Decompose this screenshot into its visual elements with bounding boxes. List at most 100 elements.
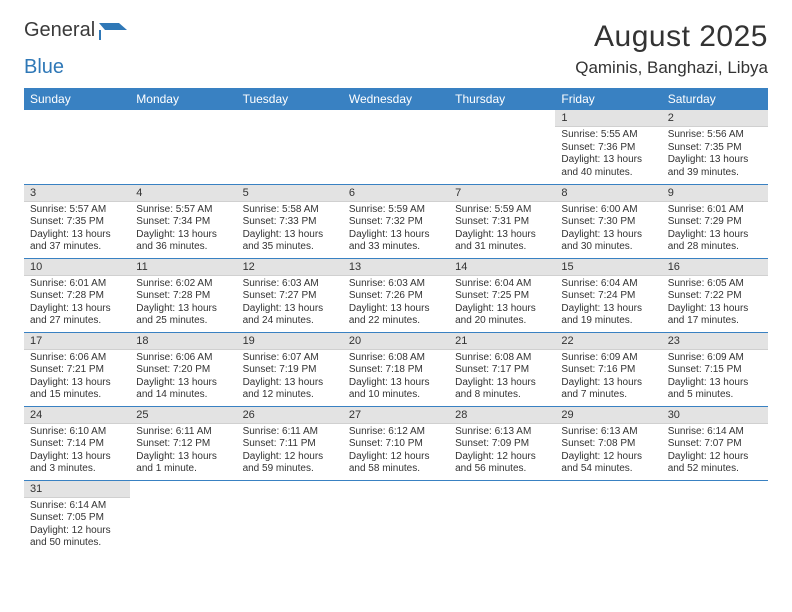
calendar-week: 31Sunrise: 6:14 AMSunset: 7:05 PMDayligh… [24,480,768,554]
daylight-text-2: and 8 minutes. [455,389,549,402]
day-number: 24 [24,407,130,424]
calendar-week: 17Sunrise: 6:06 AMSunset: 7:21 PMDayligh… [24,332,768,406]
daylight-text-1: Daylight: 12 hours [30,525,124,538]
day-number: 16 [662,259,768,276]
daylight-text-2: and 31 minutes. [455,241,549,254]
calendar-cell: 11Sunrise: 6:02 AMSunset: 7:28 PMDayligh… [130,258,236,332]
day-number: 17 [24,333,130,350]
day-details: Sunrise: 6:09 AMSunset: 7:15 PMDaylight:… [662,350,768,406]
daylight-text-1: Daylight: 13 hours [243,303,337,316]
calendar-cell: 18Sunrise: 6:06 AMSunset: 7:20 PMDayligh… [130,332,236,406]
sunrise-text: Sunrise: 5:59 AM [349,204,443,217]
day-details: Sunrise: 6:13 AMSunset: 7:08 PMDaylight:… [555,424,661,480]
day-details: Sunrise: 5:57 AMSunset: 7:34 PMDaylight:… [130,202,236,258]
day-number: 2 [662,110,768,127]
sunrise-text: Sunrise: 6:08 AM [349,352,443,365]
day-details: Sunrise: 6:06 AMSunset: 7:20 PMDaylight:… [130,350,236,406]
day-details: Sunrise: 6:14 AMSunset: 7:07 PMDaylight:… [662,424,768,480]
sunset-text: Sunset: 7:17 PM [455,364,549,377]
daylight-text-1: Daylight: 13 hours [243,229,337,242]
day-header: Thursday [449,88,555,110]
sunrise-text: Sunrise: 6:07 AM [243,352,337,365]
calendar-cell [662,480,768,554]
daylight-text-1: Daylight: 13 hours [30,229,124,242]
flag-icon [99,20,127,40]
day-details: Sunrise: 5:56 AMSunset: 7:35 PMDaylight:… [662,127,768,183]
daylight-text-2: and 33 minutes. [349,241,443,254]
day-details: Sunrise: 6:03 AMSunset: 7:27 PMDaylight:… [237,276,343,332]
sunset-text: Sunset: 7:28 PM [30,290,124,303]
sunrise-text: Sunrise: 5:57 AM [136,204,230,217]
day-header: Saturday [662,88,768,110]
calendar-table: SundayMondayTuesdayWednesdayThursdayFrid… [24,88,768,554]
calendar-header: SundayMondayTuesdayWednesdayThursdayFrid… [24,88,768,110]
sunset-text: Sunset: 7:10 PM [349,438,443,451]
sunset-text: Sunset: 7:33 PM [243,216,337,229]
sunset-text: Sunset: 7:09 PM [455,438,549,451]
daylight-text-2: and 7 minutes. [561,389,655,402]
sunrise-text: Sunrise: 6:06 AM [136,352,230,365]
daylight-text-1: Daylight: 13 hours [136,377,230,390]
sunrise-text: Sunrise: 6:04 AM [561,278,655,291]
daylight-text-2: and 15 minutes. [30,389,124,402]
calendar-cell: 17Sunrise: 6:06 AMSunset: 7:21 PMDayligh… [24,332,130,406]
sunrise-text: Sunrise: 6:05 AM [668,278,762,291]
daylight-text-2: and 28 minutes. [668,241,762,254]
daylight-text-2: and 58 minutes. [349,463,443,476]
sunrise-text: Sunrise: 6:02 AM [136,278,230,291]
day-header: Sunday [24,88,130,110]
sunrise-text: Sunrise: 6:13 AM [455,426,549,439]
daylight-text-2: and 40 minutes. [561,167,655,180]
sunset-text: Sunset: 7:34 PM [136,216,230,229]
day-details: Sunrise: 5:59 AMSunset: 7:31 PMDaylight:… [449,202,555,258]
calendar-cell: 29Sunrise: 6:13 AMSunset: 7:08 PMDayligh… [555,406,661,480]
daylight-text-1: Daylight: 13 hours [455,229,549,242]
calendar-cell: 30Sunrise: 6:14 AMSunset: 7:07 PMDayligh… [662,406,768,480]
calendar-cell: 25Sunrise: 6:11 AMSunset: 7:12 PMDayligh… [130,406,236,480]
sunset-text: Sunset: 7:08 PM [561,438,655,451]
calendar-cell: 8Sunrise: 6:00 AMSunset: 7:30 PMDaylight… [555,184,661,258]
sunrise-text: Sunrise: 6:09 AM [668,352,762,365]
sunrise-text: Sunrise: 6:03 AM [243,278,337,291]
day-number: 21 [449,333,555,350]
calendar-cell: 12Sunrise: 6:03 AMSunset: 7:27 PMDayligh… [237,258,343,332]
day-details: Sunrise: 6:08 AMSunset: 7:17 PMDaylight:… [449,350,555,406]
daylight-text-1: Daylight: 13 hours [561,229,655,242]
daylight-text-1: Daylight: 13 hours [455,377,549,390]
daylight-text-2: and 54 minutes. [561,463,655,476]
day-details: Sunrise: 6:07 AMSunset: 7:19 PMDaylight:… [237,350,343,406]
day-details: Sunrise: 6:01 AMSunset: 7:29 PMDaylight:… [662,202,768,258]
sunrise-text: Sunrise: 6:01 AM [668,204,762,217]
day-details: Sunrise: 6:11 AMSunset: 7:12 PMDaylight:… [130,424,236,480]
day-details: Sunrise: 6:13 AMSunset: 7:09 PMDaylight:… [449,424,555,480]
day-number: 26 [237,407,343,424]
day-details: Sunrise: 6:12 AMSunset: 7:10 PMDaylight:… [343,424,449,480]
sunrise-text: Sunrise: 6:11 AM [243,426,337,439]
calendar-cell [237,480,343,554]
sunset-text: Sunset: 7:26 PM [349,290,443,303]
calendar-cell: 31Sunrise: 6:14 AMSunset: 7:05 PMDayligh… [24,480,130,554]
calendar-cell [130,110,236,184]
calendar-cell: 15Sunrise: 6:04 AMSunset: 7:24 PMDayligh… [555,258,661,332]
daylight-text-2: and 37 minutes. [30,241,124,254]
daylight-text-1: Daylight: 13 hours [30,451,124,464]
daylight-text-1: Daylight: 13 hours [30,303,124,316]
daylight-text-2: and 1 minute. [136,463,230,476]
daylight-text-1: Daylight: 12 hours [668,451,762,464]
daylight-text-1: Daylight: 12 hours [349,451,443,464]
brand-text-1: General [24,19,95,41]
sunrise-text: Sunrise: 6:13 AM [561,426,655,439]
sunset-text: Sunset: 7:29 PM [668,216,762,229]
calendar-cell: 9Sunrise: 6:01 AMSunset: 7:29 PMDaylight… [662,184,768,258]
daylight-text-1: Daylight: 13 hours [668,377,762,390]
day-details: Sunrise: 5:55 AMSunset: 7:36 PMDaylight:… [555,127,661,183]
daylight-text-1: Daylight: 12 hours [455,451,549,464]
sunrise-text: Sunrise: 6:03 AM [349,278,443,291]
daylight-text-1: Daylight: 13 hours [455,303,549,316]
daylight-text-1: Daylight: 12 hours [243,451,337,464]
calendar-cell: 13Sunrise: 6:03 AMSunset: 7:26 PMDayligh… [343,258,449,332]
sunrise-text: Sunrise: 6:09 AM [561,352,655,365]
sunrise-text: Sunrise: 5:58 AM [243,204,337,217]
daylight-text-2: and 52 minutes. [668,463,762,476]
daylight-text-2: and 12 minutes. [243,389,337,402]
